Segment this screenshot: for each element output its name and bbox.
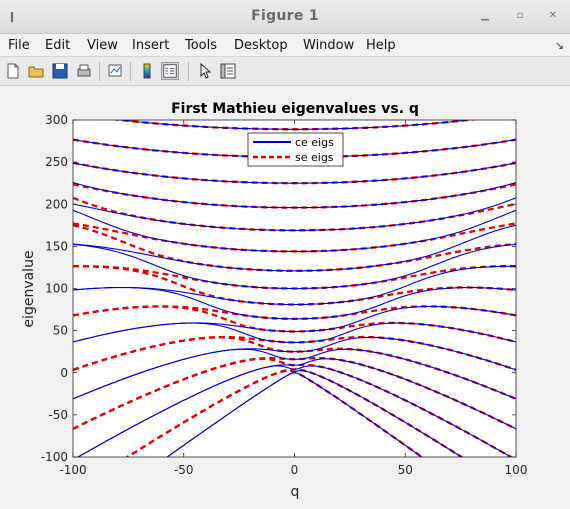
colorbar-icon[interactable] [138, 62, 156, 80]
figure-canvas: First Mathieu eigenvalues vs. q -100 -50 0… [0, 86, 570, 505]
minimize-icon[interactable]: ▁ [481, 10, 489, 21]
ce-eig-line-12 [73, 209, 516, 252]
window-title: Figure 1 [251, 8, 319, 24]
menu-file[interactable]: File [8, 38, 30, 53]
close-icon[interactable]: ✕ [548, 10, 558, 21]
window-titlebar: Figure 1 ▁ ▫ ✕ [0, 0, 570, 34]
legend-icon[interactable] [161, 62, 179, 80]
save-icon[interactable] [51, 62, 69, 80]
ce-eig-line-13 [73, 197, 516, 231]
menu-dock-arrow-icon[interactable]: ↘ [554, 39, 564, 52]
x-tick-label: 0 [291, 463, 299, 477]
ce-eig-line-11 [73, 224, 516, 272]
y-tick-label: 0 [60, 366, 68, 380]
ce-eig-line-14 [73, 181, 516, 209]
y-tick-label: 300 [45, 113, 68, 127]
x-tick-label: -100 [59, 463, 86, 477]
y-tick-label: 250 [45, 155, 68, 169]
ce-eig-line-18 [73, 86, 516, 100]
menu-view[interactable]: View [87, 38, 118, 53]
window-menu-icon[interactable] [8, 10, 18, 24]
ce-eig-line-17 [115, 120, 474, 130]
legend-box [247, 132, 344, 167]
property-editor-icon[interactable] [219, 62, 237, 80]
ce-eig-line-0 [166, 372, 423, 457]
menu-edit[interactable]: Edit [45, 38, 71, 53]
y-tick-label: -100 [41, 450, 68, 464]
ce-eig-line-5 [73, 336, 516, 400]
x-tick-label: -50 [174, 463, 194, 477]
menu-tools[interactable]: Tools [185, 38, 218, 53]
toolbar-separator [130, 62, 131, 81]
open-file-icon[interactable] [27, 62, 45, 80]
link-plot-icon[interactable] [106, 62, 124, 80]
se-eig-line-18 [73, 86, 516, 100]
y-tick-label: 150 [45, 239, 68, 253]
ce-eig-line-7 [73, 305, 516, 343]
pointer-icon[interactable] [196, 62, 214, 80]
maximize-icon[interactable]: ▫ [516, 10, 524, 21]
print-icon[interactable] [75, 62, 93, 80]
menu-help[interactable]: Help [366, 38, 396, 53]
toolbar-separator [99, 62, 100, 81]
menu-insert[interactable]: Insert [132, 38, 170, 53]
plot-svg: First Mathieu eigenvalues vs. q -100 -50 0… [21, 86, 528, 500]
plot-lines [73, 86, 516, 457]
legend[interactable]: ce eigs se eigs [247, 132, 344, 167]
y-tick-label: 50 [53, 324, 68, 338]
ce-eig-line-15 [73, 162, 516, 184]
ce-eig-line-9 [73, 265, 516, 306]
ce-eig-line-10 [73, 243, 516, 290]
y-tick-label: -50 [48, 408, 68, 422]
x-tick-label: 100 [505, 463, 528, 477]
menu-bar: File Edit View Insert Tools Desktop Wind… [0, 34, 570, 56]
legend-se-label: se eigs [295, 151, 334, 164]
new-figure-icon[interactable] [4, 62, 22, 80]
x-tick-label: 50 [398, 463, 413, 477]
y-tick-label: 100 [45, 282, 68, 296]
menu-window[interactable]: Window [303, 38, 355, 53]
chart-title: First Mathieu eigenvalues vs. q [171, 101, 419, 117]
figure-toolbar [0, 56, 570, 86]
ce-eig-line-3 [76, 358, 516, 457]
legend-ce-label: ce eigs [295, 136, 334, 149]
y-tick-label: 200 [45, 197, 68, 211]
toolbar-separator [188, 62, 189, 81]
y-axis-label: eigenvalue [21, 250, 37, 327]
x-axis-label: q [291, 484, 300, 500]
ce-eig-line-1 [166, 370, 463, 457]
menu-desktop[interactable]: Desktop [234, 38, 288, 53]
